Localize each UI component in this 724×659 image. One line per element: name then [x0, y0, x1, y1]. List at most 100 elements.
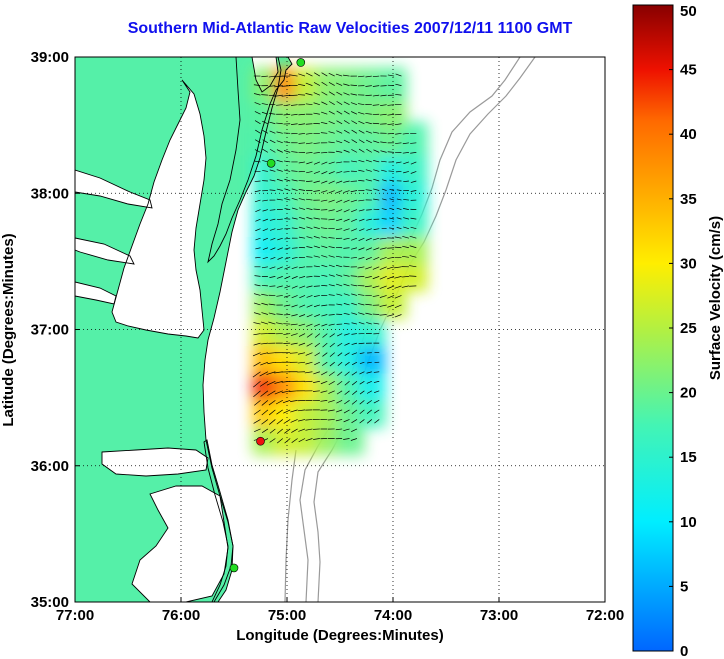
- velocity-arrow: [344, 381, 350, 386]
- velocity-arrow: [328, 390, 335, 394]
- radar-stations: [229, 58, 306, 573]
- velocity-arrow: [262, 199, 268, 202]
- velocity-arrow: [305, 361, 313, 365]
- velocity-arrow: [259, 371, 269, 377]
- velocity-arrow: [254, 102, 261, 106]
- velocity-arrow: [381, 208, 387, 210]
- velocity-arrow: [328, 246, 335, 249]
- velocity-arrow: [306, 295, 313, 298]
- velocity-arrow: [313, 304, 320, 308]
- velocity-arrow: [259, 380, 269, 387]
- velocity-arrow: [366, 209, 372, 211]
- velocity-arrow: [283, 333, 291, 335]
- velocity-arrow: [260, 321, 269, 325]
- velocity-arrow: [336, 101, 343, 105]
- velocity-arrow: [266, 380, 276, 386]
- velocity-arrow: [274, 380, 283, 384]
- velocity-arrow: [281, 380, 291, 383]
- velocity-arrow: [321, 323, 328, 327]
- velocity-arrow: [306, 285, 313, 288]
- velocity-arrow: [305, 103, 313, 106]
- velocity-arrow: [299, 276, 306, 279]
- velocity-arrow: [344, 333, 350, 336]
- velocity-arrow: [386, 266, 395, 270]
- velocity-arrow: [320, 380, 328, 385]
- velocity-arrow: [313, 226, 320, 230]
- velocity-arrow: [379, 247, 387, 250]
- velocity-arrow: [379, 266, 387, 270]
- y-tick-label: 37:00: [31, 322, 69, 339]
- velocity-arrow: [291, 256, 298, 259]
- velocity-arrow: [357, 303, 365, 306]
- velocity-arrow: [269, 130, 276, 134]
- velocity-arrow: [290, 342, 298, 345]
- velocity-arrow: [359, 400, 365, 405]
- x-tick-label: 73:00: [480, 607, 518, 624]
- velocity-arrow: [260, 342, 268, 345]
- velocity-arrow: [372, 266, 380, 270]
- velocity-arrow: [306, 314, 313, 318]
- velocity-arrow: [262, 160, 269, 163]
- velocity-arrow: [261, 409, 269, 416]
- velocity-arrow: [365, 179, 372, 182]
- velocity-arrow: [320, 199, 328, 202]
- velocity-arrow: [284, 198, 291, 201]
- velocity-arrow: [366, 419, 373, 424]
- velocity-arrow: [328, 131, 335, 134]
- velocity-arrow: [304, 371, 313, 374]
- velocity-arrow: [254, 284, 261, 287]
- velocity-arrow: [366, 228, 372, 231]
- velocity-arrow: [269, 209, 276, 211]
- velocity-arrow: [365, 85, 372, 87]
- velocity-arrow: [254, 275, 261, 277]
- velocity-arrow: [255, 129, 261, 134]
- velocity-arrow: [351, 302, 358, 306]
- velocity-arrow: [283, 150, 291, 153]
- velocity-arrow: [373, 409, 380, 414]
- velocity-arrow: [276, 419, 283, 425]
- velocity-arrow: [380, 141, 387, 144]
- velocity-arrow: [366, 409, 373, 414]
- velocity-arrow: [259, 352, 269, 355]
- velocity-arrow: [328, 72, 335, 77]
- velocity-arrow: [336, 209, 343, 213]
- velocity-arrow: [394, 236, 402, 239]
- velocity-arrow: [261, 94, 268, 96]
- velocity-arrow: [366, 218, 372, 221]
- velocity-arrow: [394, 314, 402, 318]
- velocity-arrow: [372, 295, 380, 297]
- velocity-arrow: [351, 322, 358, 325]
- velocity-arrow: [268, 303, 276, 306]
- velocity-arrow: [373, 140, 380, 144]
- velocity-arrow: [298, 189, 306, 191]
- velocity-arrow: [306, 342, 313, 347]
- velocity-arrow: [282, 400, 291, 404]
- velocity-arrow: [382, 188, 387, 191]
- velocity-arrow: [321, 245, 328, 249]
- velocity-arrow: [321, 304, 328, 307]
- velocity-arrow: [396, 217, 402, 220]
- velocity-arrow: [252, 352, 261, 357]
- velocity-arrow: [358, 218, 365, 222]
- velocity-arrow: [358, 120, 365, 125]
- velocity-arrow: [358, 130, 365, 134]
- velocity-arrow: [382, 179, 387, 182]
- velocity-arrow: [269, 285, 276, 287]
- velocity-arrow: [365, 303, 372, 306]
- velocity-arrow: [313, 236, 320, 239]
- velocity-arrow: [359, 361, 365, 365]
- velocity-arrow: [364, 285, 372, 288]
- velocity-arrow: [351, 218, 358, 222]
- velocity-arrow: [351, 293, 358, 296]
- velocity-arrow: [351, 228, 358, 232]
- velocity-arrow: [262, 237, 269, 241]
- velocity-arrow: [254, 199, 261, 203]
- velocity-arrow: [297, 361, 306, 364]
- velocity-arrow: [389, 188, 395, 191]
- velocity-arrow: [297, 83, 306, 86]
- velocity-arrow: [410, 142, 417, 144]
- velocity-arrow: [343, 428, 350, 432]
- velocity-arrow: [313, 438, 320, 440]
- velocity-arrow: [298, 123, 306, 126]
- velocity-arrow: [335, 150, 343, 153]
